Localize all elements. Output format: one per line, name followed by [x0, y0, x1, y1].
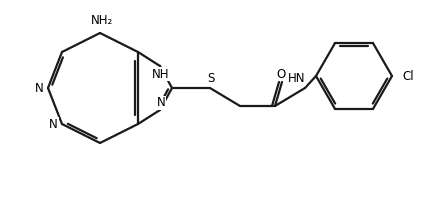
Text: S: S: [207, 72, 215, 85]
Text: N: N: [35, 82, 44, 94]
Text: NH₂: NH₂: [91, 14, 113, 28]
Text: N: N: [49, 118, 58, 131]
Text: NH: NH: [152, 68, 170, 81]
Text: HN: HN: [288, 72, 306, 85]
Text: Cl: Cl: [402, 70, 414, 82]
Text: N: N: [156, 96, 165, 110]
Text: O: O: [276, 68, 286, 81]
